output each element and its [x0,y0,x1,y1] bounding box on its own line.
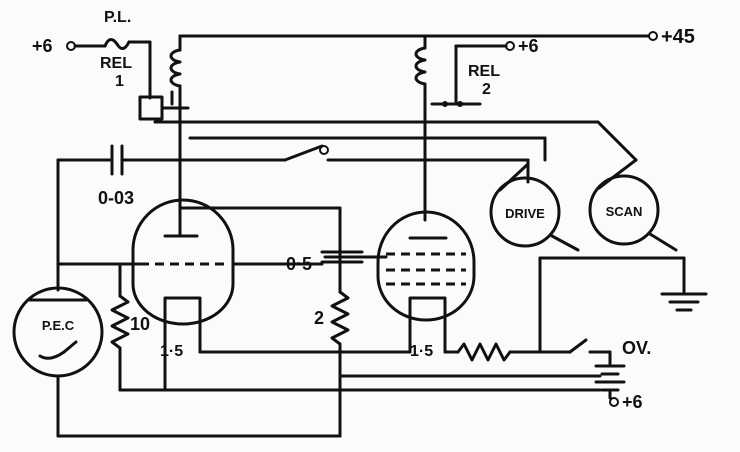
valve-right-filament [408,296,447,312]
fil-right-label: 1·5 [410,343,433,360]
pilot-lamp-filament [103,38,131,50]
relay-1 [138,34,190,202]
pec-label: P.E.C [42,318,75,333]
photo-cell: P.E.C [12,286,104,378]
plus45-label: +45 [661,26,695,48]
valve-left-filament [163,296,202,312]
plus6-left-label: +6 [32,36,53,56]
battery: OV. +6 [594,338,651,412]
drive-label: DRIVE [505,206,545,221]
rel1-label: REL [100,55,132,72]
resistor-2: 2 [314,290,350,438]
pilot-lamp-label: P.L. [104,9,131,26]
resistor-10: 10 [110,262,150,392]
r10-label: 10 [130,314,150,334]
plus6-bottom-label: +6 [622,392,643,412]
valve-left [131,198,235,326]
pilot-lamp-circuit: +6 P.L. REL 1 [32,9,152,100]
rel2-label: REL [468,63,500,80]
cap-003-label: 0-03 [98,188,134,208]
capacitor-003: 0-03 [56,144,287,208]
relay-2-coil [414,46,427,86]
motor-feed-lines [153,120,638,162]
series-resistor [443,338,612,362]
plus45-supply-rail: +45 [178,26,695,48]
manual-switch [283,144,530,184]
drive-motor: DRIVE [489,162,580,252]
rel1-number: 1 [115,73,124,90]
photo-cell-cathode [38,350,66,360]
scan-motor: SCAN [588,158,678,252]
valve-right [376,210,476,322]
capacitor-05: 0·5 [231,250,388,274]
scan-label: SCAN [606,204,643,219]
resistor-2-zigzag [330,290,350,346]
ground-symbol [538,256,708,354]
filament-wiring: 1·5 1·5 [118,308,602,392]
fil-left-label: 1·5 [160,343,183,360]
valve-left-envelope [131,198,235,326]
relay-2: +6 REL 2 [414,34,539,222]
resistor-10-zigzag [110,294,130,350]
series-resistor-zigzag [456,342,512,362]
relay-1-box [138,95,164,121]
ov-label: OV. [622,338,651,358]
valve-right-envelope [376,210,476,322]
r2-label: 2 [314,308,324,328]
plus6-right-label: +6 [518,36,539,56]
rel2-number: 2 [482,81,491,98]
relay-1-coil [169,48,182,88]
